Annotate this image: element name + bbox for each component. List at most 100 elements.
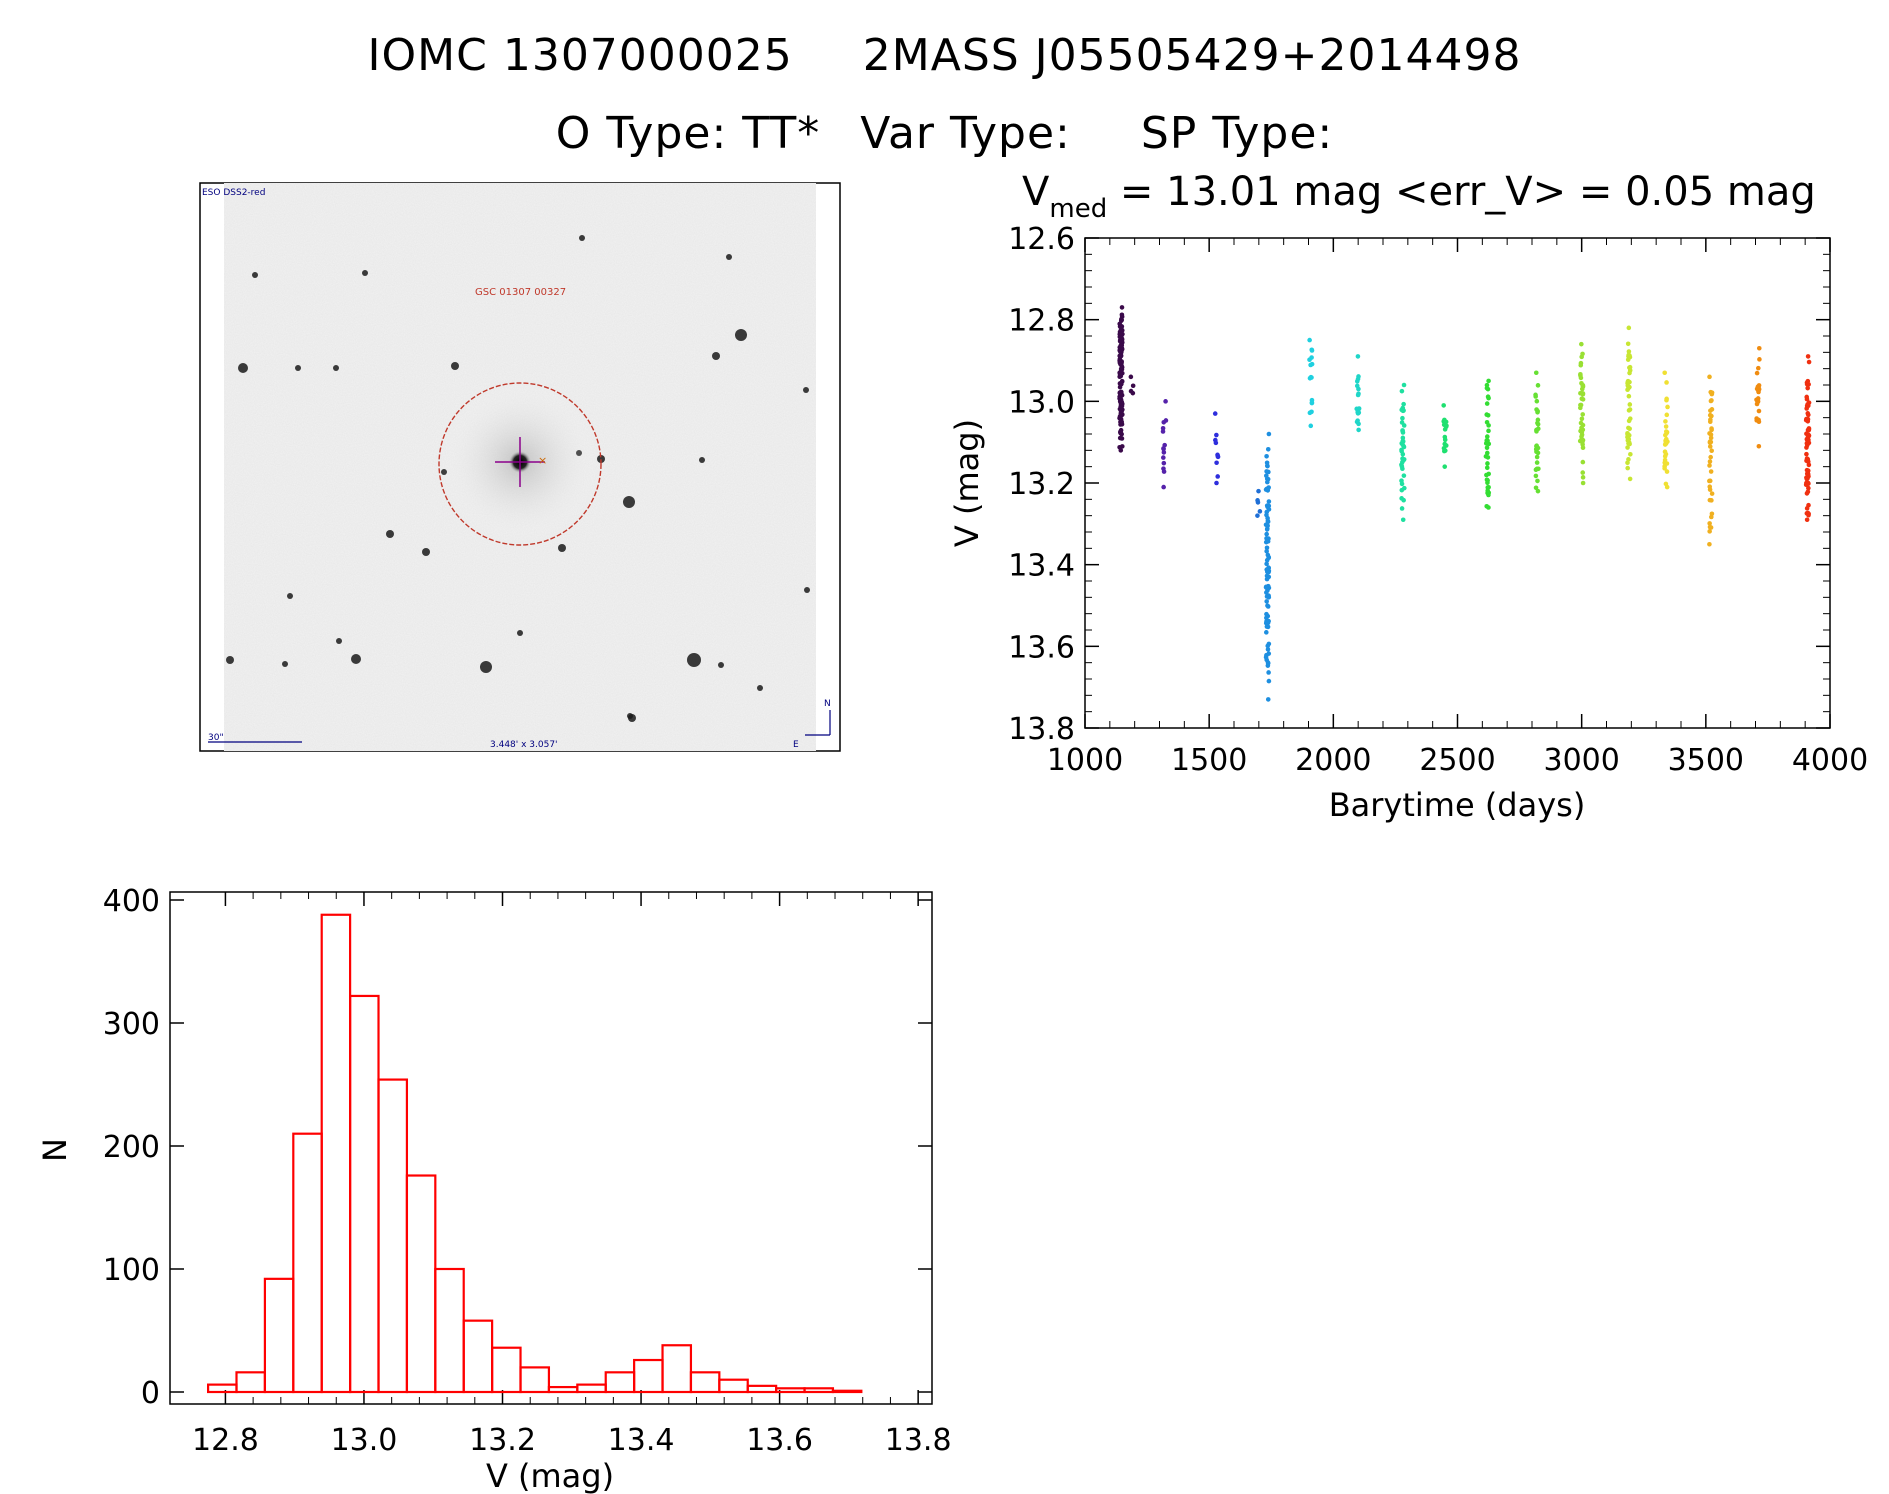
target-circle xyxy=(438,382,602,546)
lc-point xyxy=(1805,489,1811,495)
lc-point xyxy=(1578,405,1583,411)
lc-point xyxy=(1708,435,1714,441)
lc-point xyxy=(1401,497,1406,503)
lc-point xyxy=(1806,485,1811,491)
field-star xyxy=(726,254,732,260)
lc-point xyxy=(1664,380,1669,385)
lc-point xyxy=(1266,499,1272,504)
hist-bar xyxy=(803,1387,835,1394)
field-star xyxy=(226,656,234,664)
hist-xtick-label: 13.8 xyxy=(885,1423,952,1458)
lc-point xyxy=(1578,373,1583,378)
lc-point xyxy=(1805,458,1810,464)
lc-point xyxy=(1309,348,1315,353)
lc-point xyxy=(1161,419,1167,425)
lc-point xyxy=(1806,400,1812,405)
lc-point xyxy=(1665,404,1670,410)
lc-point xyxy=(1755,384,1761,390)
lc-point xyxy=(1117,372,1123,377)
lc-point xyxy=(1804,467,1810,473)
lc-point xyxy=(1257,509,1263,514)
lc-xtick-label: 1000 xyxy=(1047,743,1123,778)
lc-point xyxy=(1707,459,1713,464)
lc-point xyxy=(1161,469,1167,474)
field-star xyxy=(451,362,459,370)
lc-point xyxy=(1307,410,1313,416)
hist-bar xyxy=(519,1366,551,1394)
lc-point xyxy=(1399,388,1405,394)
lc-point xyxy=(1805,385,1810,391)
hist-bar xyxy=(434,1267,465,1394)
lc-point xyxy=(1356,410,1362,415)
lc-point xyxy=(1627,370,1632,376)
lc-point xyxy=(1119,367,1125,372)
lc-xtick-label: 3000 xyxy=(1543,743,1619,778)
lc-point xyxy=(1534,398,1540,404)
lc-point xyxy=(1161,455,1166,460)
lc-point xyxy=(1579,416,1585,422)
lc-point xyxy=(1754,370,1760,376)
lc-point xyxy=(1662,453,1668,459)
lc-point xyxy=(1486,484,1491,490)
field-star xyxy=(712,352,720,360)
lc-point xyxy=(1707,529,1712,534)
lc-point xyxy=(1707,463,1712,468)
lc-point xyxy=(1580,445,1586,451)
lc-point xyxy=(1533,392,1538,398)
lc-point xyxy=(1264,567,1270,572)
lc-point xyxy=(1355,376,1361,382)
lc-point xyxy=(1707,444,1713,449)
lc-ytick-label: 13.6 xyxy=(1008,630,1075,665)
lc-point xyxy=(1755,399,1761,404)
title-line-2: O Type: TT* Var Type: SP Type: xyxy=(200,108,1689,159)
lc-point xyxy=(1804,451,1809,457)
var-type: Var Type: xyxy=(860,108,1071,159)
lc-point xyxy=(1806,432,1811,438)
hist-bar xyxy=(377,1078,409,1394)
lc-point xyxy=(1399,506,1405,511)
lc-point xyxy=(1626,408,1632,413)
lc-point xyxy=(1625,341,1631,347)
lc-point xyxy=(1533,473,1539,479)
2mass-id: 2MASS J05505429+2014498 xyxy=(862,30,1522,81)
field-star xyxy=(362,270,368,276)
lc-point xyxy=(1265,447,1271,452)
lc-point xyxy=(1486,471,1491,477)
lc-point xyxy=(1625,357,1631,362)
lc-point xyxy=(1580,480,1586,486)
lc-point xyxy=(1117,414,1123,419)
field-star xyxy=(757,685,763,691)
lc-point xyxy=(1263,487,1269,492)
lc-point xyxy=(1535,478,1540,484)
lc-point xyxy=(1265,643,1271,649)
lc-point xyxy=(1580,459,1586,465)
lc-point xyxy=(1579,341,1584,347)
lc-point xyxy=(1662,449,1668,455)
lc-point xyxy=(1118,360,1123,365)
hist-bar xyxy=(746,1384,778,1394)
hist-bar xyxy=(718,1378,749,1394)
lc-point xyxy=(1356,427,1361,433)
hist-ytick-label: 100 xyxy=(103,1253,160,1288)
hist-bar xyxy=(633,1358,664,1394)
lc-point xyxy=(1628,452,1633,457)
field-star xyxy=(699,457,705,463)
hist-bar xyxy=(547,1385,579,1394)
lc-point xyxy=(1579,396,1585,401)
lc-point xyxy=(1579,354,1584,360)
lc-point xyxy=(1119,316,1124,322)
lc-ytick-label: 12.6 xyxy=(1008,222,1075,257)
survey-label: ESO DSS2-red xyxy=(202,188,265,198)
field-star xyxy=(623,496,635,508)
lc-point xyxy=(1442,417,1447,423)
lc-point xyxy=(1401,444,1407,449)
lc-xtick-label: 1500 xyxy=(1171,743,1247,778)
lc-point xyxy=(1533,485,1539,491)
lc-point xyxy=(1400,415,1405,421)
lc-point xyxy=(1707,419,1713,425)
lc-point xyxy=(1309,400,1315,405)
lc-point xyxy=(1255,513,1260,518)
lc-point xyxy=(1401,382,1407,388)
lc-point xyxy=(1307,337,1312,343)
lc-point xyxy=(1400,428,1405,434)
